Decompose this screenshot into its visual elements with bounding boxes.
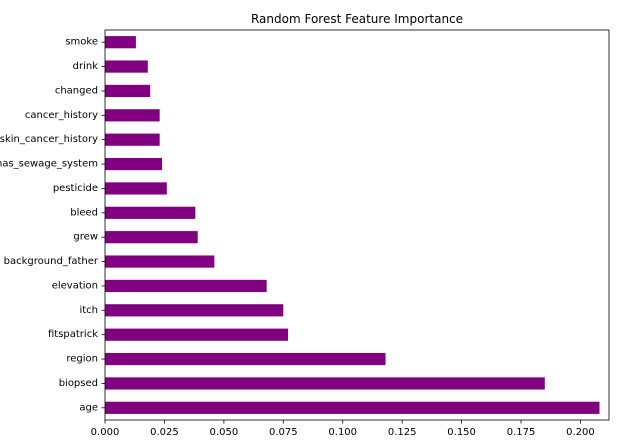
bars-group [105, 36, 600, 414]
y-tick-label-fitspatrick: fitspatrick [48, 329, 98, 340]
x-tick-label-5: 0.125 [388, 427, 417, 438]
plot-frame [104, 29, 610, 421]
bar-changed [105, 84, 151, 98]
y-tick-label-cancer-history: cancer_history [25, 110, 98, 121]
y-tick-label-elevation: elevation [52, 280, 98, 291]
bar-cancer-history [105, 109, 160, 122]
bar-fitspatrick [105, 328, 289, 341]
bar-biopsed [105, 377, 545, 390]
bar-skin-cancer-history [105, 133, 160, 146]
y-tick-label-background-father: background_father [4, 256, 99, 267]
x-tick-label-3: 0.075 [269, 427, 298, 438]
y-tick-label-has-sewage-system: has_sewage_system [0, 159, 98, 170]
x-tick-label-2: 0.050 [210, 427, 239, 438]
x-tick-label-8: 0.200 [566, 427, 595, 438]
x-tick-label-6: 0.150 [447, 427, 476, 438]
y-tick-label-region: region [66, 354, 98, 365]
x-tick-label-7: 0.175 [507, 427, 536, 438]
y-tick-label-biopsed: biopsed [59, 378, 98, 389]
y-tick-label-itch: itch [79, 305, 98, 316]
y-tick-label-skin-cancer-history: skin_cancer_history [0, 134, 98, 145]
bar-elevation [105, 279, 267, 293]
bar-grew [105, 231, 198, 244]
chart-title: Random Forest Feature Importance [251, 12, 463, 26]
bar-region [105, 352, 386, 366]
bar-bleed [105, 206, 196, 219]
bar-drink [105, 60, 148, 73]
x-tick-label-1: 0.025 [150, 427, 179, 438]
bar-pesticide [105, 182, 167, 195]
y-tick-label-pesticide: pesticide [53, 183, 98, 194]
bar-itch [105, 304, 284, 317]
y-tick-label-grew: grew [73, 232, 98, 243]
x-tick-label-4: 0.100 [328, 427, 357, 438]
bar-age [105, 401, 600, 414]
y-tick-label-changed: changed [55, 85, 98, 96]
y-tick-labels: age biopsed region fitspatrick itch elevation… [0, 37, 105, 413]
bar-background-father [105, 255, 215, 268]
y-tick-label-drink: drink [73, 61, 99, 72]
bar-has-sewage-system [105, 157, 163, 171]
y-tick-label-age: age [79, 402, 98, 413]
y-tick-label-bleed: bleed [70, 207, 98, 218]
x-ticks-group: 0.000 0.025 0.050 0.075 0.100 0.125 0.150 0.175… [91, 420, 595, 438]
y-tick-label-smoke: smoke [65, 37, 98, 48]
x-tick-label-0: 0.000 [91, 427, 120, 438]
bar-smoke [105, 36, 136, 49]
